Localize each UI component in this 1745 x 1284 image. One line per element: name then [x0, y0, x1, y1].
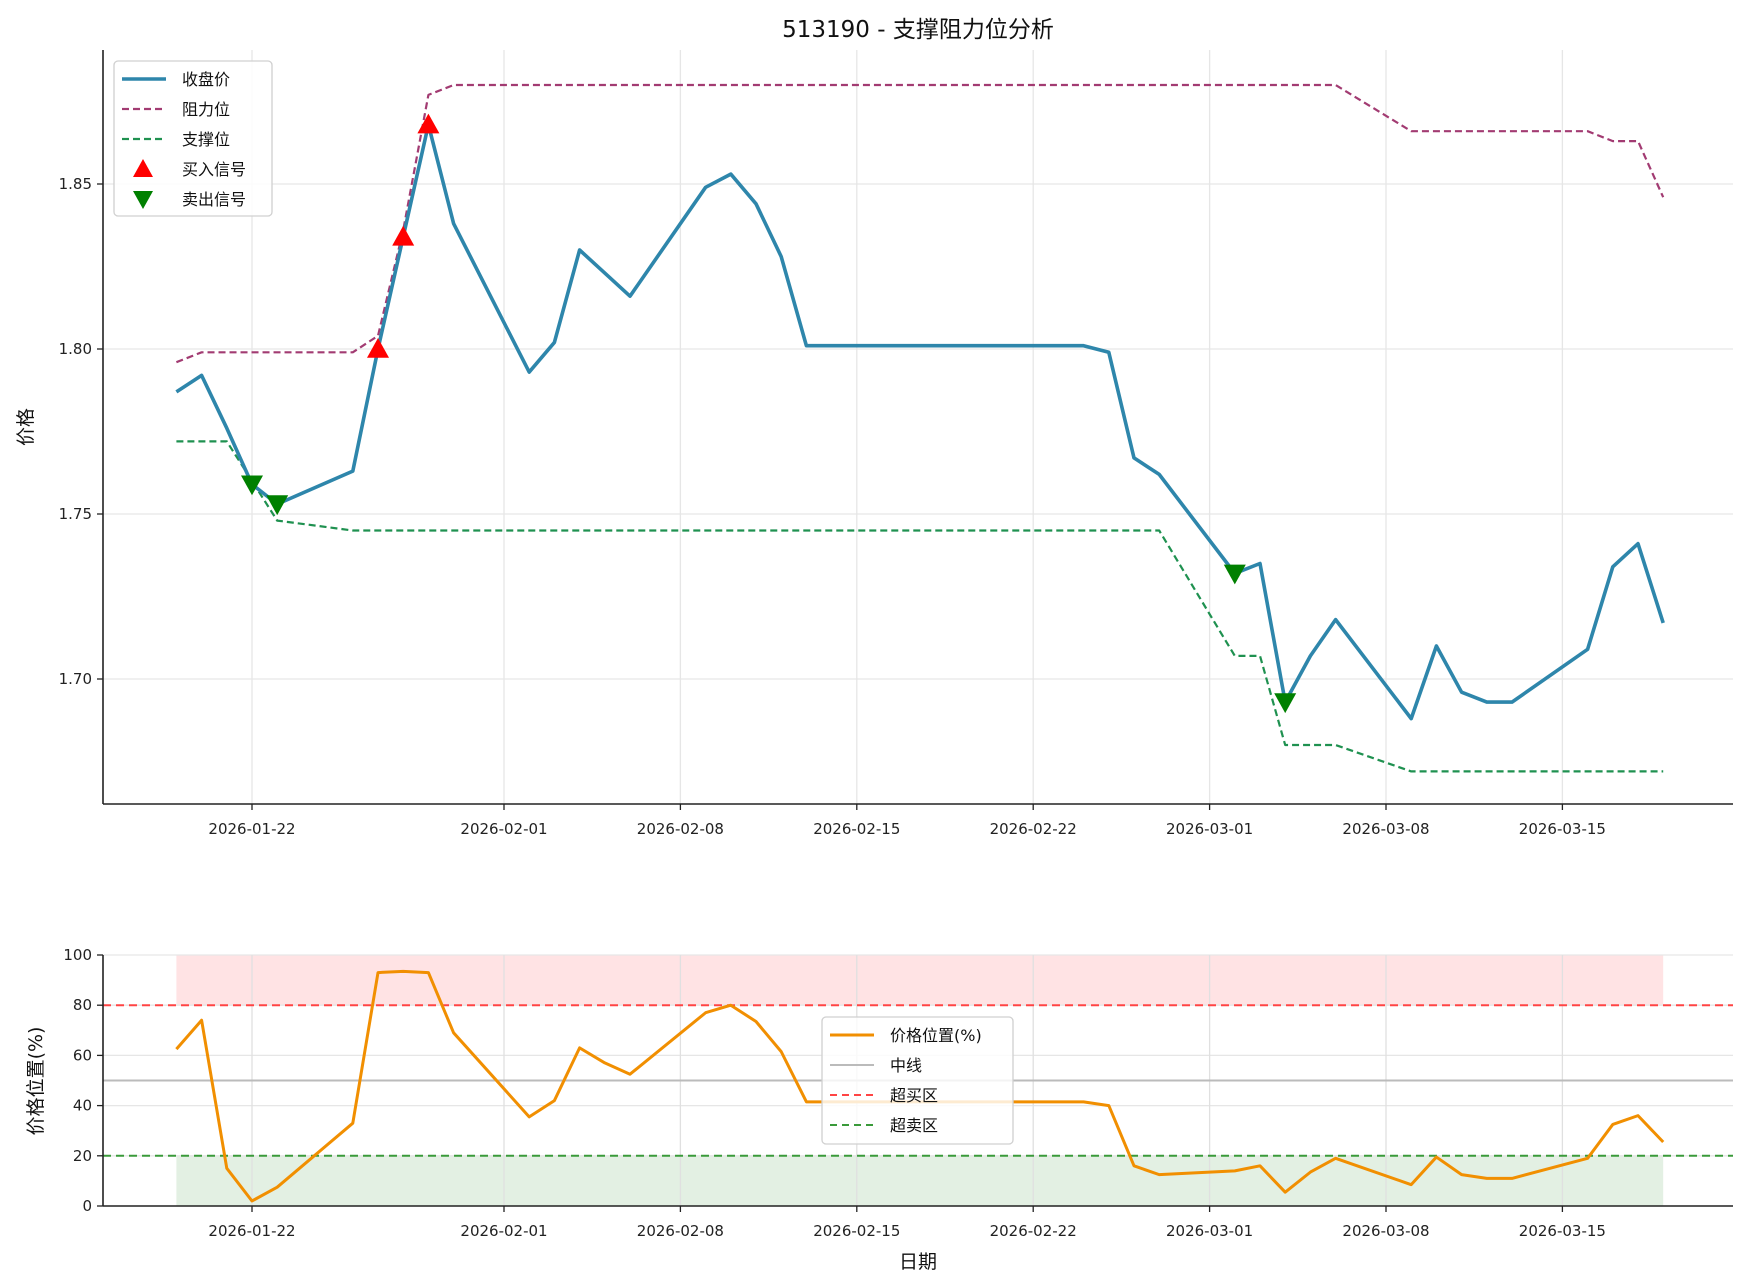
overbought-zone [176, 955, 1664, 1006]
y-tick-label: 80 [73, 996, 92, 1014]
x-tick-label: 2026-02-08 [637, 1222, 724, 1240]
y-tick-label: 60 [73, 1046, 92, 1064]
x-tick-label: 2026-01-22 [208, 820, 295, 838]
x-tick-label: 2026-01-22 [208, 1222, 295, 1240]
x-tick-label: 2026-02-08 [637, 820, 724, 838]
legend-label: 收盘价 [182, 70, 230, 89]
y-tick-label: 1.75 [59, 505, 92, 523]
x-tick-label: 2026-02-15 [813, 1222, 900, 1240]
position-y-label: 价格位置(%) [25, 1027, 47, 1136]
y-tick-label: 100 [63, 946, 92, 964]
y-tick-label: 40 [73, 1097, 92, 1115]
series-resistance [175, 83, 1665, 364]
y-tick-label: 1.85 [59, 175, 92, 193]
price-panel: 1.701.751.801.85 2026-01-22 2026-02-01 202… [15, 50, 1733, 838]
position-y-ticks: 0 20 40 60 80 100 [63, 946, 103, 1215]
x-tick-label: 2026-02-22 [990, 1222, 1077, 1240]
price-y-label: 价格 [15, 408, 37, 446]
position-x-label: 日期 [899, 1251, 937, 1273]
oversold-zone [176, 1155, 1664, 1206]
x-tick-label: 2026-02-15 [813, 820, 900, 838]
x-tick-label: 2026-02-01 [460, 1222, 547, 1240]
x-tick-label: 2026-02-22 [990, 820, 1077, 838]
legend-label: 超卖区 [890, 1116, 938, 1135]
sell-signal-marker [1274, 693, 1297, 714]
legend-label: 买入信号 [182, 160, 246, 179]
x-tick-label: 2026-03-15 [1519, 1222, 1606, 1240]
legend-label: 卖出信号 [182, 190, 246, 209]
x-tick-label: 2026-02-01 [460, 820, 547, 838]
y-tick-label: 20 [73, 1147, 92, 1165]
chart-title: 513190 - 支撑阻力位分析 [782, 17, 1054, 43]
x-tick-label: 2026-03-08 [1342, 820, 1429, 838]
legend-label: 阻力位 [182, 100, 230, 119]
buy-signal-marker [367, 338, 389, 358]
price-y-ticks: 1.70 1.75 1.80 1.85 [59, 175, 103, 688]
buy-signal-marker [417, 113, 440, 134]
signal-markers [241, 113, 1297, 714]
price-grid [103, 50, 1733, 804]
legend-box [821, 1016, 1014, 1145]
buy-signal-marker [392, 225, 415, 246]
series-close [175, 122, 1665, 721]
series-price-position [175, 969, 1665, 1203]
price-series [175, 83, 1665, 773]
legend-label: 中线 [890, 1056, 922, 1075]
legend-box [113, 60, 273, 217]
legend-label: 超买区 [890, 1086, 938, 1105]
sell-signal-marker [1223, 564, 1246, 585]
price-x-ticks: 2026-01-22 2026-02-01 2026-02-08 2026-02-15… [208, 804, 1606, 838]
sell-signal-marker [266, 495, 289, 516]
x-tick-label: 2026-03-01 [1166, 1222, 1253, 1240]
sell-signal-icon [133, 191, 153, 209]
legend-label: 价格位置(%) [890, 1026, 982, 1045]
x-tick-label: 2026-03-01 [1166, 820, 1253, 838]
y-tick-label: 1.80 [59, 340, 92, 358]
x-tick-label: 2026-03-15 [1519, 820, 1606, 838]
sell-signal-marker [241, 475, 263, 496]
series-support [176, 440, 1664, 773]
y-tick-label: 1.70 [59, 670, 92, 688]
position-panel: 0 20 40 60 80 100 2026-01-22 2026-02-01 2026-02… [25, 946, 1733, 1273]
x-tick-label: 2026-03-08 [1342, 1222, 1429, 1240]
legend-label: 支撑位 [182, 130, 230, 149]
y-tick-label: 0 [82, 1197, 92, 1215]
position-x-ticks: 2026-01-22 2026-02-01 2026-02-08 2026-02-15… [208, 1206, 1606, 1240]
buy-signal-icon [133, 159, 153, 177]
position-series [175, 969, 1665, 1203]
